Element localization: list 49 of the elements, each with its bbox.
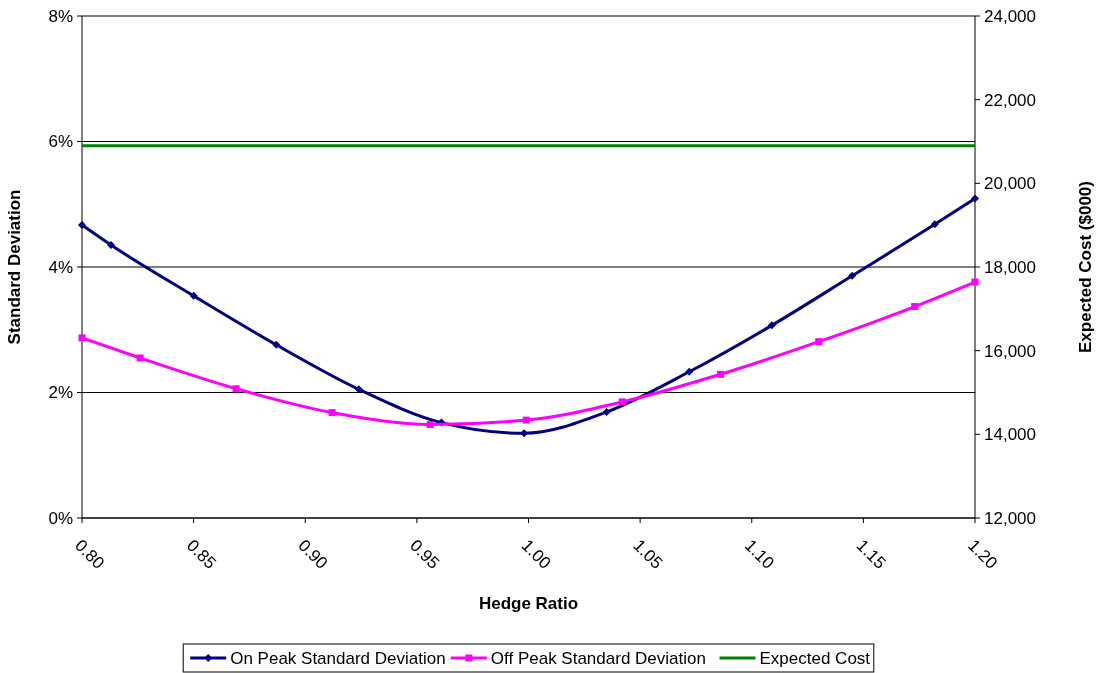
point — [602, 407, 611, 416]
y2-tick-label: 18,000 — [984, 257, 1036, 277]
point — [272, 340, 281, 349]
x-tick-label: 0.90 — [294, 535, 332, 573]
point — [767, 321, 776, 330]
y-tick-label: 4% — [48, 257, 73, 277]
point — [618, 398, 626, 406]
point — [848, 271, 857, 280]
x-tick-label: 0.80 — [71, 535, 109, 573]
point — [971, 194, 979, 203]
y2-axis-title: Expected Cost ($000) — [1076, 181, 1095, 353]
point — [189, 291, 198, 300]
point — [78, 334, 86, 342]
point — [328, 409, 336, 417]
x-tick-label: 1.20 — [964, 535, 1002, 573]
y2-tick-label: 22,000 — [984, 90, 1036, 110]
y-tick-label: 8% — [48, 6, 73, 26]
x-tick-label: 1.00 — [517, 535, 555, 573]
point — [354, 385, 363, 394]
y-tick-label: 0% — [48, 508, 73, 528]
y2-tick-label: 16,000 — [984, 341, 1036, 361]
point — [685, 367, 694, 376]
point — [911, 303, 919, 311]
point — [971, 278, 979, 286]
legend-label: Off Peak Standard Deviation — [490, 648, 706, 668]
point — [78, 220, 86, 229]
x-tick-label: 0.95 — [406, 535, 443, 573]
legend-label: Expected Cost — [759, 648, 871, 668]
y2-tick-label: 24,000 — [984, 6, 1036, 26]
x-tick-label: 1.05 — [629, 535, 667, 573]
point — [136, 354, 144, 362]
y2-tick-label: 12,000 — [984, 508, 1036, 528]
y2-tick-label: 14,000 — [984, 425, 1036, 445]
point — [107, 241, 116, 250]
x-tick-label: 1.10 — [741, 535, 778, 573]
point — [232, 385, 240, 393]
x-tick-label: 0.85 — [182, 535, 220, 573]
point — [815, 338, 823, 346]
legend-label: On Peak Standard Deviation — [230, 648, 446, 668]
point — [522, 416, 530, 424]
point — [426, 421, 434, 428]
y-tick-label: 6% — [48, 132, 73, 152]
y-axis-title: Standard Deviation — [5, 189, 24, 345]
y2-tick-label: 20,000 — [984, 174, 1036, 194]
point — [717, 370, 724, 378]
x-axis-title: Hedge Ratio — [478, 594, 579, 613]
x-tick-label: 1.15 — [852, 535, 890, 573]
point — [930, 220, 939, 229]
y-tick-label: 2% — [48, 383, 73, 403]
